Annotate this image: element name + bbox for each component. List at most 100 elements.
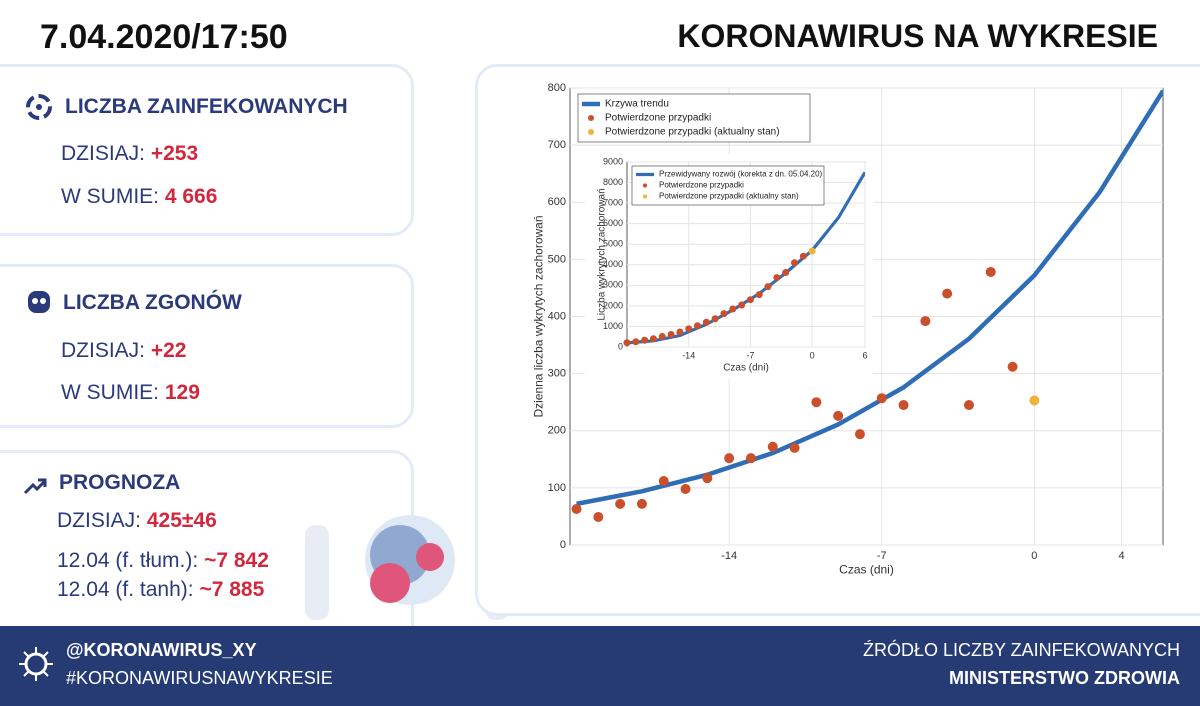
data-point <box>1007 361 1018 372</box>
label: 12.04 (f. tłum.): <box>57 549 199 572</box>
date: 7.04.2020/17:50 <box>40 18 288 56</box>
label: 12.04 (f. tanh): <box>57 578 194 601</box>
y-tick-label: 200 <box>548 425 566 437</box>
data-point <box>920 316 931 327</box>
data-point <box>764 283 772 291</box>
y-tick-label: 3000 <box>603 280 623 290</box>
panel-title: LICZBA ZGONÓW <box>63 291 242 314</box>
y-tick-label: 0 <box>618 341 623 351</box>
data-point <box>615 498 626 509</box>
row: 12.04 (f. tłum.): ~7 842 <box>57 549 269 573</box>
data-point <box>711 315 719 323</box>
label: W SUMIE: <box>61 185 159 208</box>
value: 425±46 <box>146 509 217 532</box>
x-axis-label: Czas (dni) <box>839 562 894 576</box>
data-point <box>876 393 887 404</box>
biohazard-icon <box>26 94 52 120</box>
panel: LICZBA ZGONÓW DZISIAJ: +22 W SUMIE: 129 <box>0 264 414 428</box>
data-point <box>789 442 800 453</box>
handle: @KORONAWIRUS_XY <box>66 640 257 660</box>
data-point <box>676 328 684 336</box>
x-tick-label: -7 <box>877 550 887 562</box>
source: MINISTERSTWO ZDROWIA <box>949 668 1180 688</box>
data-point <box>623 339 631 347</box>
legend-box <box>577 93 811 143</box>
data-point <box>702 473 713 484</box>
x-tick-label: -14 <box>682 350 695 360</box>
data-point <box>658 332 666 340</box>
data-point <box>738 301 746 309</box>
legend-label: Krzywa trendu <box>605 99 669 110</box>
title: KORONAWIRUS NA WYKRESIE <box>677 18 1158 54</box>
row: W SUMIE: 4 666 <box>61 185 217 209</box>
data-point <box>685 325 693 333</box>
trend-line <box>627 171 865 345</box>
x-tick-label: 0 <box>1031 550 1037 562</box>
data-point <box>641 336 649 344</box>
y-axis-label: Liczba wykrytych zachorowań <box>596 188 607 320</box>
skull-icon <box>28 291 50 313</box>
data-point <box>1029 395 1040 406</box>
x-tick-label: 4 <box>1119 550 1125 562</box>
footer: @KORONAWIRUS_XY #KORONAWIRUSNAWYKRESIE Ź… <box>0 626 1200 706</box>
panel: PROGNOZA DZISIAJ: 425±46 12.04 (f. tłum.… <box>0 450 414 656</box>
y-tick-label: 100 <box>548 482 566 494</box>
y-tick-label: 7000 <box>603 197 623 207</box>
data-point <box>746 296 754 304</box>
legend-box <box>631 165 825 206</box>
x-tick-label: -14 <box>721 550 737 562</box>
data-point <box>985 266 996 277</box>
y-tick-label: 500 <box>548 253 566 265</box>
label: DZISIAJ: <box>61 339 146 362</box>
row: DZISIAJ: +253 <box>61 142 198 166</box>
legend-swatch <box>642 183 648 188</box>
value: +253 <box>150 142 199 165</box>
data-point <box>942 288 953 299</box>
trend-line <box>576 89 1163 507</box>
y-tick-label: 0 <box>560 539 566 551</box>
row: DZISIAJ: 425±46 <box>57 509 217 533</box>
data-point <box>729 305 737 313</box>
legend-label: Potwierdzone przypadki <box>605 113 711 124</box>
legend-swatch <box>588 129 594 135</box>
label: DZISIAJ: <box>61 142 146 165</box>
legend-label: Przewidywany rozwój (korekta z dn. 05.04… <box>659 170 823 179</box>
data-point <box>593 512 604 523</box>
y-tick-label: 2000 <box>603 300 623 310</box>
y-tick-label: 4000 <box>603 259 623 269</box>
trend-icon <box>23 478 47 495</box>
x-tick-label: -7 <box>746 350 754 360</box>
value: 4 666 <box>164 185 218 208</box>
data-point <box>808 247 816 255</box>
value: ~7 842 <box>204 549 269 572</box>
data-point <box>782 269 790 277</box>
value: +22 <box>150 339 187 362</box>
data-point <box>702 318 710 326</box>
data-point <box>636 498 647 509</box>
data-point <box>854 429 865 440</box>
data-point <box>963 400 974 411</box>
panel-title: PROGNOZA <box>59 471 181 494</box>
source-label: ŹRÓDŁO LICZBY ZAINFEKOWANYCH <box>862 640 1180 660</box>
data-point <box>799 252 807 260</box>
data-point <box>571 504 582 515</box>
label: DZISIAJ: <box>57 509 142 532</box>
data-point <box>745 453 756 464</box>
y-tick-label: 700 <box>548 139 566 151</box>
row: W SUMIE: 129 <box>61 381 200 405</box>
y-tick-label: 6000 <box>603 218 623 228</box>
legend-swatch <box>588 115 594 121</box>
data-point <box>811 397 822 408</box>
legend-label: Potwierdzone przypadki (aktualny stan) <box>659 192 799 201</box>
legend-label: Potwierdzone przypadki <box>659 181 744 190</box>
data-point <box>720 310 728 318</box>
data-point <box>667 330 675 338</box>
panel: LICZBA ZAINFEKOWANYCH DZISIAJ: +253 W SU… <box>0 64 414 236</box>
x-tick-label: 6 <box>862 350 867 360</box>
virus-icon <box>19 647 53 681</box>
y-tick-label: 600 <box>548 196 566 208</box>
panel-title: LICZBA ZAINFEKOWANYCH <box>65 95 348 118</box>
data-point <box>755 291 763 299</box>
data-point <box>767 441 778 452</box>
